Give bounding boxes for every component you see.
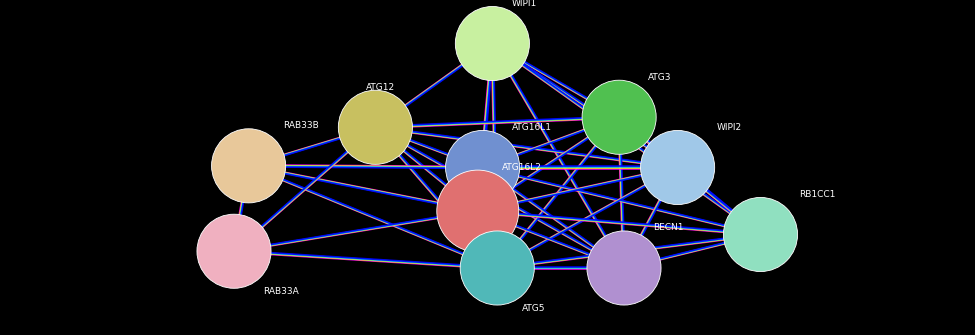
Text: ATG3: ATG3 [648,73,672,81]
Ellipse shape [197,214,271,288]
Ellipse shape [460,231,534,305]
Ellipse shape [723,197,798,272]
Ellipse shape [455,6,529,81]
Ellipse shape [641,130,715,205]
Text: ATG16L1: ATG16L1 [512,123,552,132]
Text: RAB33B: RAB33B [283,121,319,130]
Ellipse shape [437,170,519,252]
Ellipse shape [338,90,412,164]
Ellipse shape [212,129,286,203]
Ellipse shape [587,231,661,305]
Text: ATG5: ATG5 [522,304,545,313]
Text: RAB33A: RAB33A [263,287,299,296]
Text: RB1CC1: RB1CC1 [800,190,836,199]
Text: WIPI2: WIPI2 [717,123,742,132]
Ellipse shape [446,130,520,205]
Text: ATG12: ATG12 [366,83,395,91]
Text: BECN1: BECN1 [653,223,683,232]
Text: WIPI1: WIPI1 [512,0,537,8]
Ellipse shape [582,80,656,154]
Text: ATG16L2: ATG16L2 [502,163,542,172]
